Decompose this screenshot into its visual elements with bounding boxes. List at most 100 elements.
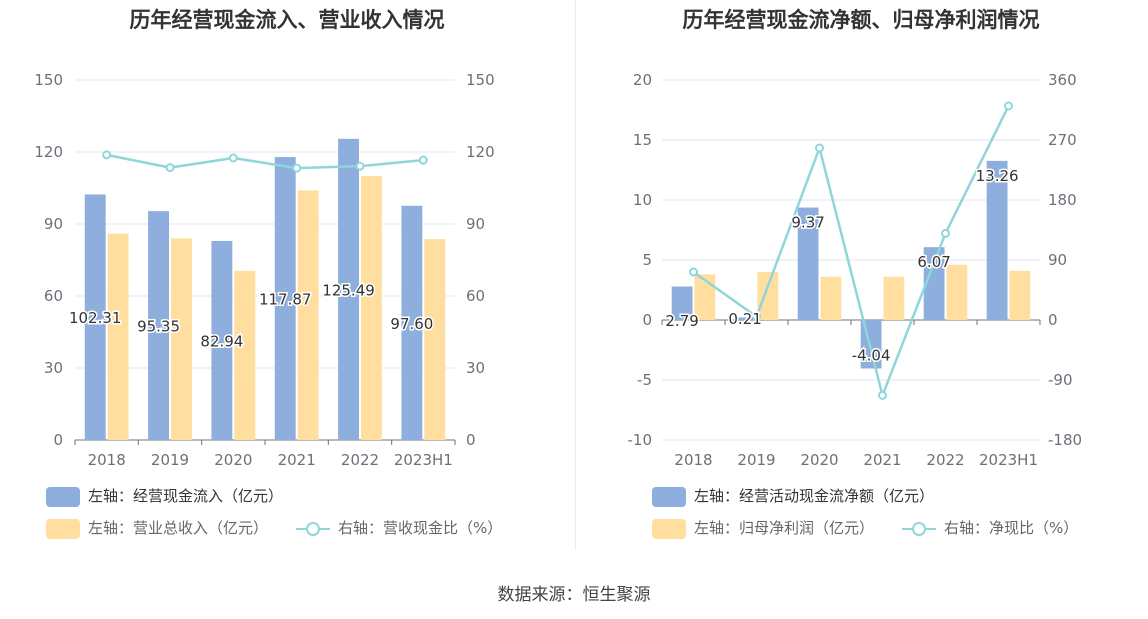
left-tick-label: -10 xyxy=(628,431,653,449)
bar-secondary xyxy=(820,276,842,320)
legend-label: 左轴：归母净利润（亿元） xyxy=(694,519,875,537)
bar-primary xyxy=(211,240,233,440)
left-legend-item-cash-inflow[interactable]: 左轴：经营现金流入（亿元） xyxy=(46,485,283,507)
bar-value-label: 117.87 xyxy=(259,291,312,309)
bar-primary xyxy=(671,286,693,320)
bar-primary xyxy=(401,205,423,440)
ratio-point xyxy=(292,163,302,173)
x-category-label: 2019 xyxy=(737,451,775,469)
ratio-point xyxy=(418,155,428,165)
bar-value-label: 0.21 xyxy=(728,310,761,328)
bar-secondary xyxy=(171,238,192,440)
x-category-label: 2020 xyxy=(800,451,838,469)
bar-value-label: 97.60 xyxy=(390,315,433,333)
x-category-label: 2023H1 xyxy=(979,451,1038,469)
bar-secondary xyxy=(883,276,905,320)
x-category-label: 2021 xyxy=(863,451,901,469)
bar-value-label: 102.31 xyxy=(69,309,122,327)
ratio-point xyxy=(1004,101,1013,111)
bar-secondary xyxy=(1009,270,1031,320)
x-category-label: 2020 xyxy=(214,451,252,469)
left-tick-label: 5 xyxy=(642,251,652,269)
ratio-line xyxy=(692,105,1010,400)
bar-secondary xyxy=(361,176,382,440)
left-tick-label: 90 xyxy=(44,215,63,233)
bar-secondary xyxy=(107,233,129,440)
bar-secondary xyxy=(757,272,779,320)
left-tick-label: 15 xyxy=(633,131,652,149)
bar-value-label: 6.07 xyxy=(917,253,950,271)
bar-secondary xyxy=(297,190,319,440)
ratio-point xyxy=(941,228,950,238)
bar-value-label: 125.49 xyxy=(322,281,375,299)
right-tick-label: -90 xyxy=(1048,371,1073,389)
bar-primary xyxy=(148,211,169,440)
x-category-label: 2018 xyxy=(88,451,126,469)
x-category-label: 2022 xyxy=(926,451,964,469)
right-tick-label: 270 xyxy=(1048,131,1077,149)
bar-swatch-icon xyxy=(46,486,80,507)
bar-secondary xyxy=(694,274,716,320)
ratio-point xyxy=(165,163,175,173)
legend-label: 右轴：净现比（%） xyxy=(944,519,1079,537)
left-tick-label: 150 xyxy=(34,71,63,89)
ratio-line xyxy=(106,153,424,170)
bar-value-label: 95.35 xyxy=(137,318,180,336)
right-tick-label: 360 xyxy=(1048,71,1077,89)
bar-primary xyxy=(274,157,296,440)
right-tick-label: 0 xyxy=(466,431,476,449)
chart-divider xyxy=(575,0,576,550)
bar-value-label: 82.94 xyxy=(200,332,243,350)
bar-primary xyxy=(923,247,945,320)
bar-value-label: 13.26 xyxy=(976,167,1019,185)
x-category-label: 2018 xyxy=(674,451,712,469)
ratio-point xyxy=(815,143,824,153)
right-tick-label: 180 xyxy=(1048,191,1077,209)
right-legend-item-net-cash[interactable]: 左轴：经营活动现金流净额（亿元） xyxy=(652,485,934,507)
right-tick-label: -180 xyxy=(1048,431,1082,449)
left-tick-label: 60 xyxy=(44,287,63,305)
x-category-label: 2022 xyxy=(341,451,379,469)
data-source-note: 数据来源：恒生聚源 xyxy=(497,585,651,605)
right-tick-label: 90 xyxy=(1048,251,1067,269)
x-category-label: 2023H1 xyxy=(394,451,453,469)
bar-value-label: 2.79 xyxy=(665,312,698,330)
ratio-point xyxy=(878,390,887,400)
bar-secondary xyxy=(946,264,968,320)
bar-secondary xyxy=(424,239,446,440)
ratio-point xyxy=(355,161,365,171)
right-tick-label: 90 xyxy=(466,215,485,233)
right-tick-label: 60 xyxy=(466,287,485,305)
legend-label: 左轴：营业总收入（亿元） xyxy=(88,519,269,537)
left-tick-label: 30 xyxy=(44,359,63,377)
bar-primary xyxy=(797,207,819,320)
ratio-point xyxy=(228,153,238,163)
right-tick-label: 120 xyxy=(466,143,495,161)
left-tick-label: 120 xyxy=(34,143,63,161)
legend-label: 左轴：经营现金流入（亿元） xyxy=(88,487,284,505)
ratio-point xyxy=(752,312,761,322)
left-legend-item-ratio[interactable]: 右轴：营收现金比（%） xyxy=(296,517,502,539)
left-chart-title: 历年经营现金流入、营业收入情况 xyxy=(129,8,445,32)
right-legend-item-net-profit[interactable]: 左轴：归母净利润（亿元） xyxy=(652,517,874,539)
bar-swatch-icon xyxy=(46,518,80,539)
legend-label: 左轴：经营活动现金流净额（亿元） xyxy=(694,487,935,505)
right-tick-label: 0 xyxy=(1048,311,1058,329)
x-category-label: 2019 xyxy=(151,451,189,469)
legend-label: 右轴：营收现金比（%） xyxy=(338,519,503,537)
left-legend-item-revenue[interactable]: 左轴：营业总收入（亿元） xyxy=(46,517,268,539)
bar-swatch-icon xyxy=(652,518,686,539)
right-chart-title: 历年经营现金流净额、归母净利润情况 xyxy=(682,8,1040,32)
bar-value-label: 9.37 xyxy=(791,214,824,232)
right-tick-label: 150 xyxy=(466,71,495,89)
bar-secondary xyxy=(234,270,256,440)
left-tick-label: 20 xyxy=(633,71,652,89)
right-tick-label: 30 xyxy=(466,359,485,377)
bar-primary xyxy=(84,194,106,440)
left-tick-label: 0 xyxy=(642,311,652,329)
bar-primary xyxy=(338,138,359,440)
right-legend-item-ratio[interactable]: 右轴：净现比（%） xyxy=(902,517,1078,539)
bar-primary xyxy=(986,160,1008,320)
line-marker-icon xyxy=(902,519,936,539)
